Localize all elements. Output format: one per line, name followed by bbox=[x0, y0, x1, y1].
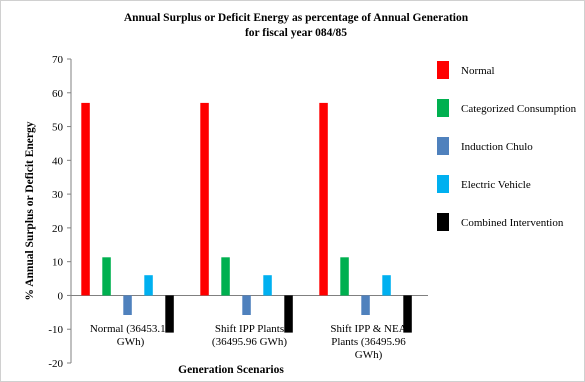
y-tick-label: 50 bbox=[52, 122, 64, 134]
bar-normal-0 bbox=[81, 102, 90, 296]
y-tick-label: 0 bbox=[58, 290, 64, 302]
bar-electric-vehicle-2 bbox=[382, 275, 391, 296]
legend-label-combined-intervention: Combined Intervention bbox=[461, 217, 564, 229]
category-label-2: Shift IPP & NEA bbox=[330, 323, 406, 335]
category-label-1: Shift IPP Plants bbox=[215, 323, 284, 335]
bar-induction-chulo-0 bbox=[123, 295, 132, 315]
bar-combined-intervention-0 bbox=[165, 295, 174, 333]
bar-normal-2 bbox=[319, 102, 328, 296]
bar-categorized-consumption-2 bbox=[340, 257, 349, 296]
y-tick-label: -10 bbox=[48, 324, 63, 336]
bar-electric-vehicle-1 bbox=[263, 275, 272, 296]
category-label-0: Normal (36453.15 bbox=[90, 323, 172, 335]
y-axis-title: % Annual Surplus or Deficit Energy bbox=[24, 121, 36, 300]
y-tick-label: 70 bbox=[52, 54, 64, 66]
bar-normal-1 bbox=[200, 102, 209, 296]
x-axis-title: Generation Scenarios bbox=[178, 364, 284, 376]
category-label-2: GWh) bbox=[355, 349, 383, 361]
bar-combined-intervention-2 bbox=[403, 295, 412, 333]
legend-label-induction-chulo: Induction Chulo bbox=[461, 141, 533, 153]
chart-title-line-0: Annual Surplus or Deficit Energy as perc… bbox=[124, 12, 469, 24]
legend-label-normal: Normal bbox=[461, 65, 495, 77]
y-tick-label: 20 bbox=[52, 223, 64, 235]
legend-label-categorized-consumption: Categorized Consumption bbox=[461, 103, 577, 115]
y-tick-label: 60 bbox=[52, 88, 64, 100]
legend-label-electric-vehicle: Electric Vehicle bbox=[461, 179, 531, 191]
bar-induction-chulo-2 bbox=[361, 295, 370, 315]
legend-swatch-combined-intervention bbox=[437, 213, 449, 231]
category-label-0: GWh) bbox=[117, 336, 145, 348]
bar-combined-intervention-1 bbox=[284, 295, 293, 333]
y-tick-label: 10 bbox=[52, 257, 64, 269]
bar-categorized-consumption-0 bbox=[102, 257, 111, 296]
y-tick-label: 40 bbox=[52, 155, 64, 167]
category-label-1: (36495.96 GWh) bbox=[212, 336, 287, 348]
legend-swatch-induction-chulo bbox=[437, 137, 449, 155]
bar-induction-chulo-1 bbox=[242, 295, 251, 315]
legend-swatch-electric-vehicle bbox=[437, 175, 449, 193]
chart-title-group: Annual Surplus or Deficit Energy as perc… bbox=[124, 12, 469, 39]
y-tick-label: 30 bbox=[52, 189, 64, 201]
y-tick-label: -20 bbox=[48, 358, 63, 370]
bar-categorized-consumption-1 bbox=[221, 257, 230, 296]
legend-swatch-normal bbox=[437, 61, 449, 79]
chart-title-line-1: for fiscal year 084/85 bbox=[245, 27, 347, 39]
legend-swatch-categorized-consumption bbox=[437, 99, 449, 117]
bar-electric-vehicle-0 bbox=[144, 275, 153, 296]
legend: Normal Categorized Consumption Induction C… bbox=[437, 61, 577, 231]
category-label-2: Plants (36495.96 bbox=[331, 336, 406, 348]
